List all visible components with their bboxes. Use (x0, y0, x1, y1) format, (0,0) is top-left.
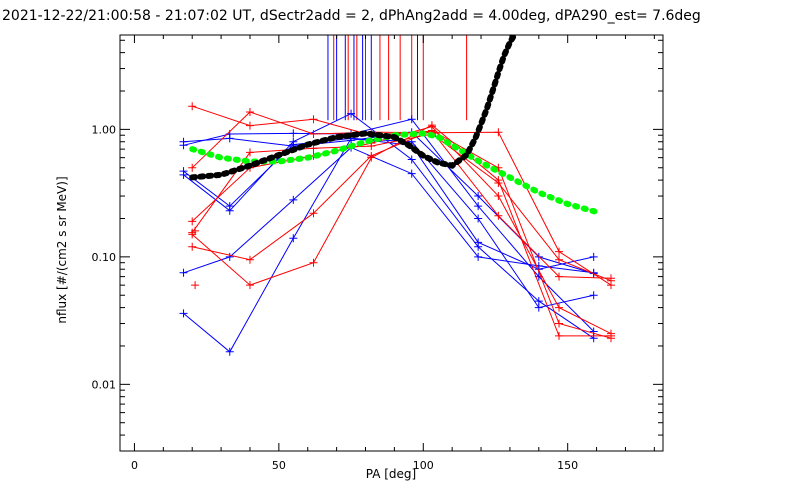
data-point-marker (367, 151, 376, 160)
data-point-marker (607, 281, 616, 290)
y-tick-label: 0.01 (92, 378, 117, 391)
data-point-marker (179, 309, 188, 318)
y-tick-label: 0.10 (92, 251, 117, 264)
data-point-marker (245, 255, 254, 264)
data-point-marker (225, 134, 234, 143)
data-point-marker (309, 144, 318, 153)
data-point-marker (589, 327, 598, 336)
data-point-marker (589, 291, 598, 300)
data-point-marker (225, 202, 234, 211)
data-point-marker (555, 272, 564, 281)
data-point-marker (555, 303, 564, 312)
data-point-marker (188, 163, 197, 172)
x-tick-label: 50 (272, 459, 286, 472)
data-point-marker (225, 252, 234, 261)
axes: 0 50 100 150 0.01 0.10 1.00 (92, 35, 663, 472)
data-point-marker (494, 178, 503, 187)
data-point-marker (188, 217, 197, 226)
data-point-marker (179, 137, 188, 146)
x-tick-label: 150 (557, 459, 578, 472)
data-point-marker (555, 319, 564, 328)
data-point-marker (474, 242, 483, 251)
y-axis-label: nflux [#/(cm2 s sr MeV)] (55, 176, 69, 323)
data-point-marker (607, 274, 616, 283)
plot-frame (119, 34, 664, 452)
data-point-marker (589, 252, 598, 261)
blue-series-line (183, 131, 594, 274)
red-series-line (191, 133, 612, 282)
data-point-marker (607, 329, 616, 338)
x-tick-label: 0 (131, 459, 138, 472)
data-point-marker (474, 192, 483, 201)
data-point-marker (309, 129, 318, 138)
blue-series-line (183, 137, 594, 353)
plot-area (179, 35, 616, 356)
data-point-marker (494, 128, 503, 137)
data-point-marker (474, 202, 483, 211)
blue-series-line (183, 118, 595, 332)
data-point-marker (309, 209, 318, 218)
data-point-marker (179, 268, 188, 277)
data-point-marker (555, 331, 564, 340)
data-point-marker (347, 136, 356, 145)
data-point-marker (534, 303, 543, 312)
data-point-marker (289, 234, 298, 243)
data-point-marker (309, 258, 318, 267)
data-point-marker (245, 121, 254, 130)
data-point-marker (494, 192, 503, 201)
data-point-marker (289, 129, 298, 138)
data-point-marker (474, 214, 483, 223)
x-axis-label: PA [deg] (366, 467, 416, 481)
data-point-marker (191, 281, 200, 290)
data-point-marker (309, 115, 318, 124)
data-point-marker (245, 148, 254, 157)
data-point-marker (555, 247, 564, 256)
data-point-marker (188, 102, 197, 111)
data-point-marker (188, 242, 197, 251)
data-point-marker (407, 155, 416, 164)
data-point-marker (555, 255, 564, 264)
data-point-marker (494, 211, 503, 220)
y-tick-label: 1.00 (92, 123, 117, 136)
chart-title: 2021-12-22/21:00:58 - 21:07:02 UT, dSect… (2, 8, 701, 24)
data-point-marker (179, 167, 188, 176)
black-fit-curve (189, 35, 518, 181)
data-point-marker (407, 115, 416, 124)
data-point-marker (474, 252, 483, 261)
data-point-marker (407, 169, 416, 178)
data-point-marker (245, 281, 254, 290)
data-point-marker (225, 347, 234, 356)
data-point-marker (191, 226, 200, 235)
x-tick-label: 100 (413, 459, 434, 472)
data-point-marker (347, 109, 356, 118)
data-point-marker (289, 195, 298, 204)
data-point-marker (245, 107, 254, 116)
